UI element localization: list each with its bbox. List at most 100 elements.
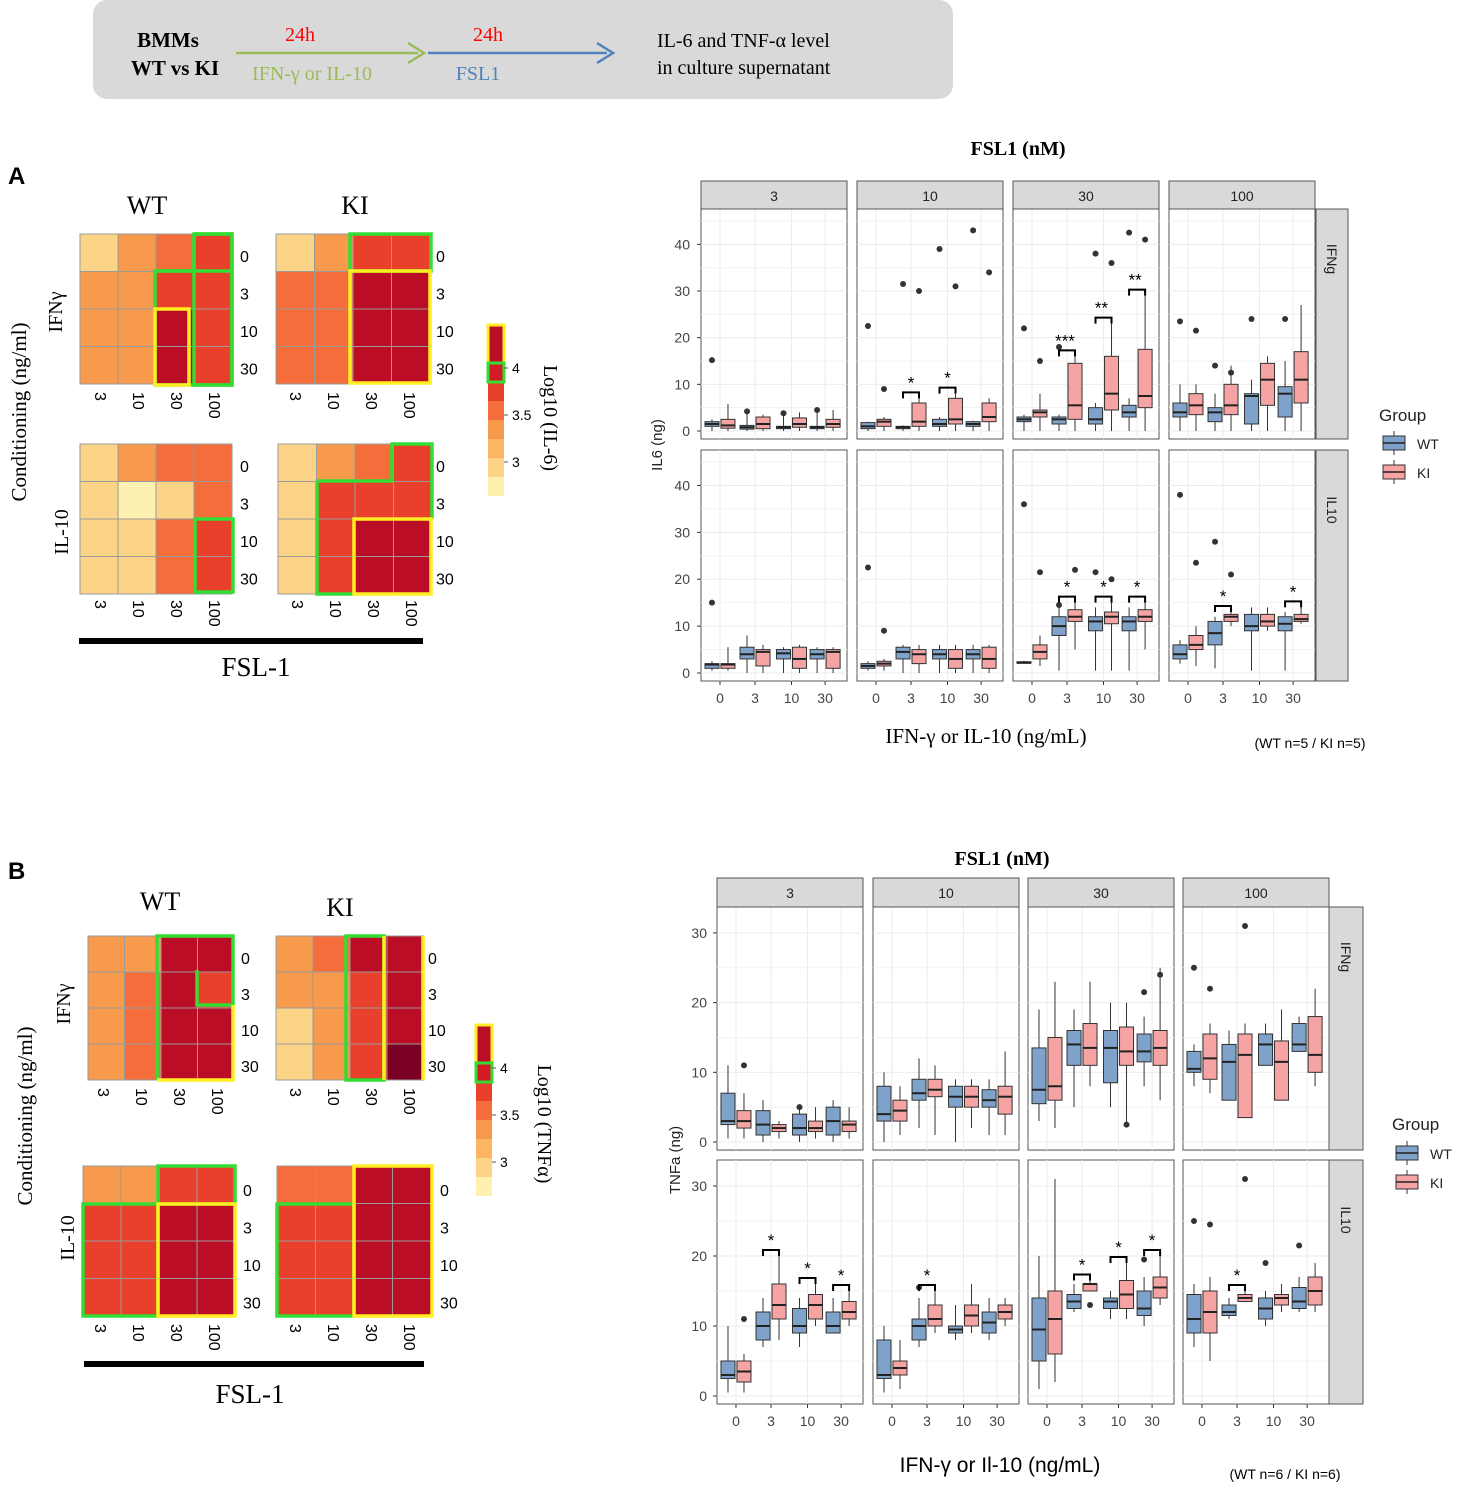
ki-box: [1274, 1294, 1290, 1306]
heatmap-col-tick: 30: [167, 600, 184, 618]
workflow-diagram: BMMs WT vs KI 24h IFN-γ or IL-10 24h FSL…: [93, 0, 953, 99]
x-tick-label: 3: [1063, 690, 1071, 706]
wt-box: [911, 1318, 927, 1341]
heatmap-cell: [392, 1278, 432, 1317]
heatmap-cell: [276, 1203, 316, 1242]
step2-label: FSL1: [456, 63, 500, 85]
heatmap-col-tick: 100: [400, 1324, 417, 1351]
significance-bracket: [1094, 595, 1113, 603]
heatmap-cell: [87, 935, 125, 973]
heatmap-a-axis-bar: [79, 638, 423, 644]
x-tick-label: 30: [833, 1413, 849, 1429]
heatmap-cell: [275, 935, 314, 973]
heatmap-a-x-title: FSL-1: [221, 652, 290, 682]
facet-strip-label: 30: [1093, 885, 1109, 901]
y-tick-label: 30: [691, 1178, 707, 1194]
heatmap-b-ki-ifng: [275, 935, 425, 1081]
heatmap-cell: [386, 1043, 425, 1081]
heatmap-col-tick: 10: [324, 392, 341, 410]
outlier-point: [1296, 1242, 1303, 1249]
heatmap-row-tick: 0: [240, 249, 249, 266]
heatmap-cell: [160, 971, 198, 1009]
legend-swatch: [488, 458, 504, 477]
heatmap-row-tick: 3: [440, 1221, 449, 1238]
heatmap-cell: [314, 308, 354, 347]
facet-background: [1027, 906, 1175, 1151]
facet-strip-top: [1168, 180, 1316, 210]
outlier-point: [1228, 571, 1235, 578]
facet-panel: * * 0 3 10 30: [1168, 449, 1316, 706]
facet-panel: 30: [1027, 877, 1175, 1151]
outlier-point: [1141, 989, 1148, 996]
x-tick-label: 3: [1233, 1413, 1241, 1429]
wt-box: [792, 1308, 808, 1334]
heatmap-cell: [315, 1203, 355, 1242]
heatmap-row-tick: 3: [243, 1221, 252, 1238]
ki-box: [1293, 351, 1309, 404]
wt-box: [1121, 616, 1137, 632]
heatmap-cell: [349, 935, 388, 973]
heatmap-row-tick: 30: [428, 1059, 446, 1076]
workflow-cells: BMMs: [137, 28, 199, 52]
facet-strip-right-label: IL10: [1324, 496, 1340, 523]
heatmap-col-tick: 100: [208, 1088, 225, 1115]
x-tick-label: 0: [1198, 1413, 1206, 1429]
highlight-b-wt-il10-yellow: [156, 1202, 237, 1318]
heatmap-b-wt-ifng: [87, 935, 235, 1081]
heatmap-a-legend: 43.53: [486, 323, 532, 496]
outlier-point: [1212, 538, 1219, 545]
x-tick-label: 3: [1219, 690, 1227, 706]
boxplot-b-legend: WT KI: [1395, 1141, 1452, 1194]
heatmap-cell: [197, 1043, 235, 1081]
x-tick-label: 30: [817, 690, 833, 706]
heatmap-row-tick: 30: [436, 572, 454, 589]
heatmap-panel-b: WT KI Conditioning (ng/ml) IFNγ IL-10 0 3…: [13, 887, 555, 1409]
y-tick-label: 30: [674, 283, 690, 299]
heatmap-row-tick: 3: [428, 987, 437, 1004]
heatmap-row-tick: 30: [436, 362, 454, 379]
wt-box: [1186, 1050, 1202, 1073]
heatmap-cell: [117, 308, 157, 347]
ki-box: [792, 417, 808, 428]
panel-letter-a: A: [8, 163, 25, 190]
y-tick-label: 20: [674, 330, 690, 346]
ki-box: [1067, 362, 1083, 420]
legend-swatch: [488, 363, 504, 382]
facet-strip-label: 100: [1244, 885, 1268, 901]
ki-box: [1307, 1016, 1323, 1073]
wt-box: [1172, 644, 1188, 660]
heatmap-a-ticks: 0 3 10 30 0 3 10 30 0 3 10 30 0 3 10 30 3 10 30 100 3 10 30 100…: [91, 249, 454, 627]
x-tick-label: 30: [1129, 690, 1145, 706]
outlier-point: [1142, 236, 1149, 243]
heatmap-row-tick: 0: [436, 459, 445, 476]
heatmap-cell: [79, 518, 119, 557]
facet-strip-right: [1328, 906, 1364, 1151]
outlier-point: [1141, 1256, 1148, 1263]
heatmap-cell: [276, 1240, 316, 1279]
heatmap-cell: [314, 346, 354, 385]
heatmap-cell: [352, 233, 392, 272]
facet-panel: 100: [1182, 877, 1330, 1151]
heatmap-cell: [79, 271, 119, 310]
legend-tick-label: 4: [500, 1060, 508, 1076]
heatmap-col-tick: 10: [129, 600, 146, 618]
heatmap-cell: [353, 1240, 393, 1279]
outlier-point: [864, 323, 871, 329]
heatmap-cell: [79, 556, 119, 595]
heatmap-col-tick: 30: [362, 1088, 379, 1106]
heatmap-cell: [393, 556, 433, 595]
heatmap-cell: [117, 556, 157, 595]
ki-box: [1082, 1023, 1098, 1066]
highlight-b-wt-ifng-yellow: [157, 1005, 235, 1082]
heatmap-a-row-il10: IL-10: [51, 509, 73, 555]
heatmap-cell: [275, 233, 315, 272]
y-tick-label: 30: [674, 524, 690, 540]
legend-swatch: [476, 1025, 492, 1044]
legend-tick-label: 3: [500, 1154, 508, 1170]
heatmap-cell: [117, 481, 157, 520]
outlier-point: [1190, 964, 1197, 971]
facet-strip-label: 10: [938, 885, 954, 901]
facet-strip-label: 30: [1078, 188, 1094, 204]
wt-box: [1103, 1030, 1119, 1084]
